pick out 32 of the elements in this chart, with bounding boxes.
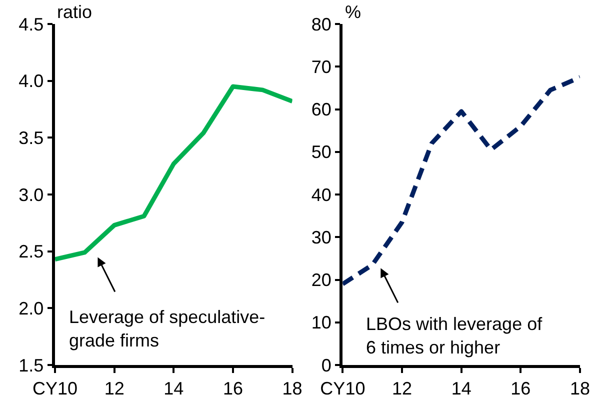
y-tick-label: 2.5 xyxy=(18,242,44,262)
x-tick-label: 12 xyxy=(104,378,124,398)
line-series xyxy=(55,84,292,262)
y-tick-label: 1.5 xyxy=(18,355,44,376)
y-tick-label: 70 xyxy=(311,56,332,77)
x-tick-label: 18 xyxy=(570,378,590,398)
x-tick-label: 16 xyxy=(222,378,243,398)
y-tick-label: 4.5 xyxy=(18,14,44,34)
y-tick-label: 30 xyxy=(311,227,332,248)
x-tick-label: CY10 xyxy=(320,378,366,398)
x-tick-label: 14 xyxy=(164,378,184,398)
x-tick-label: 12 xyxy=(392,378,412,398)
y-tick-label: 10 xyxy=(311,312,332,333)
x-tick-label: 18 xyxy=(282,378,302,398)
y-tick-label: 60 xyxy=(311,100,332,120)
y-tick-label: 0 xyxy=(321,355,332,376)
annotation: Leverage of speculative- grade firms xyxy=(69,307,266,350)
x-tick-label: 16 xyxy=(510,378,531,398)
x-tick-label: CY10 xyxy=(32,378,78,398)
y-tick-label: 4.0 xyxy=(18,71,44,92)
y-axis-title: % xyxy=(345,2,362,22)
y-tick-label: 40 xyxy=(311,184,332,205)
y-tick-label: 3.5 xyxy=(18,128,44,148)
line-series xyxy=(342,75,580,286)
y-tick-label: 2.0 xyxy=(18,298,44,318)
y-axis-title: ratio xyxy=(57,2,92,22)
x-tick-label: 14 xyxy=(451,378,472,398)
y-tick-label: 50 xyxy=(311,142,332,162)
y-tick-label: 20 xyxy=(311,270,332,290)
annotation: LBOs with leverage of 6 times or higher xyxy=(366,314,544,358)
y-tick-label: 80 xyxy=(311,14,332,34)
y-tick-label: 3.0 xyxy=(18,184,44,205)
